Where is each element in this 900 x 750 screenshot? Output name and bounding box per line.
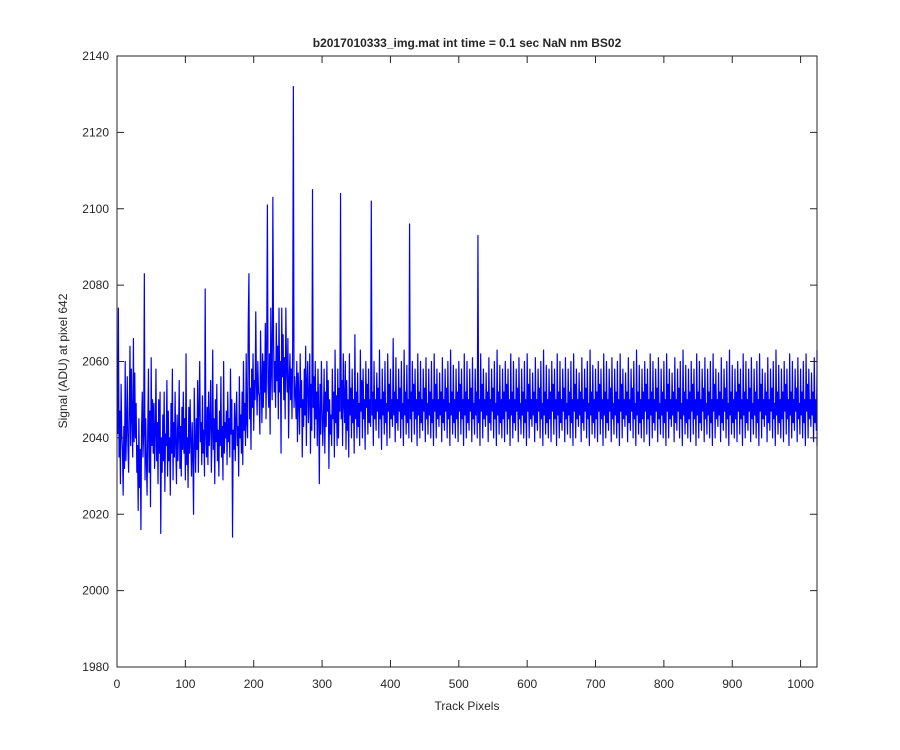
x-tick-label: 700 (586, 677, 606, 691)
x-tick-label: 1000 (787, 677, 814, 691)
y-tick-label: 2140 (82, 49, 109, 63)
y-tick-label: 2080 (82, 278, 109, 292)
x-tick-label: 100 (175, 677, 195, 691)
y-tick-label: 2120 (82, 125, 109, 139)
x-tick-label: 800 (654, 677, 674, 691)
y-axis-label: Signal (ADU) at pixel 642 (56, 293, 70, 428)
y-tick-label: 2100 (82, 202, 109, 216)
y-tick-label: 1980 (82, 660, 109, 674)
x-axis-label: Track Pixels (435, 699, 500, 713)
x-tick-label: 200 (244, 677, 264, 691)
y-tick-label: 2060 (82, 355, 109, 369)
x-tick-label: 300 (312, 677, 332, 691)
series-layer (117, 85, 818, 538)
x-tick-label: 900 (722, 677, 742, 691)
x-axis-ticks: 0 100 200 300 400 500 600 700 800 900 1000 (114, 56, 814, 691)
x-tick-label: 400 (380, 677, 400, 691)
y-tick-label: 2000 (82, 584, 109, 598)
chart-title: b2017010333_img.mat int time = 0.1 sec N… (313, 36, 622, 50)
x-tick-label: 500 (449, 677, 469, 691)
y-axis-ticks: 1980 2000 2020 2040 2060 2080 2100 2120 2140 (82, 49, 817, 674)
x-tick-label: 0 (114, 677, 121, 691)
series-line-0 (117, 85, 818, 538)
x-tick-label: 600 (517, 677, 537, 691)
y-tick-label: 2040 (82, 431, 109, 445)
y-tick-label: 2020 (82, 507, 109, 521)
